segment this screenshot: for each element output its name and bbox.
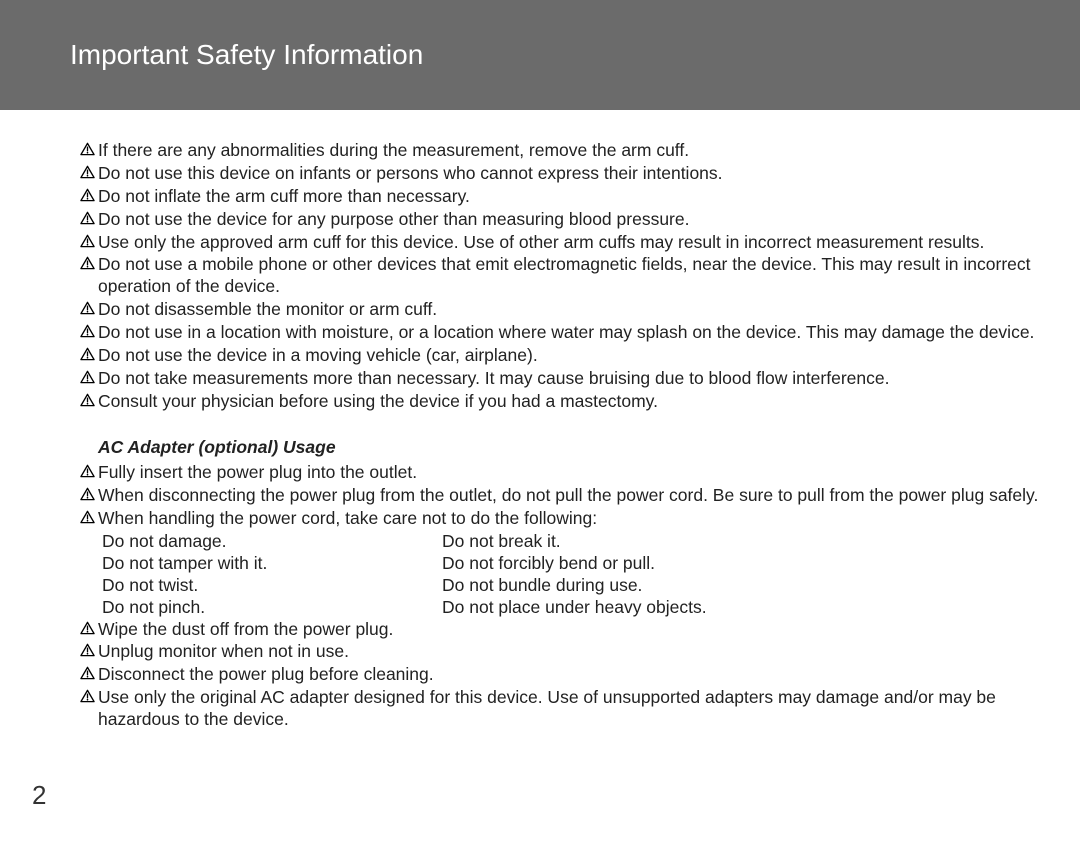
- warning-triangle-icon: [80, 370, 98, 384]
- warning-triangle-icon: [80, 510, 98, 524]
- warning-text: Do not disassemble the monitor or arm cu…: [98, 299, 1040, 321]
- warning-item: Do not disassemble the monitor or arm cu…: [80, 299, 1040, 321]
- warning-text: When disconnecting the power plug from t…: [98, 485, 1040, 507]
- warning-item: Do not use the device for any purpose ot…: [80, 209, 1040, 231]
- warning-triangle-icon: [80, 301, 98, 315]
- warning-triangle-icon: [80, 643, 98, 657]
- warning-item: Do not use in a location with moisture, …: [80, 322, 1040, 344]
- warning-triangle-icon: [80, 393, 98, 407]
- warning-triangle-icon: [80, 621, 98, 635]
- page: Important Safety Information If there ar…: [0, 0, 1080, 851]
- dont-cell-left: Do not damage.: [102, 531, 442, 553]
- warning-list-ac-post: Wipe the dust off from the power plug.Un…: [80, 619, 1040, 731]
- warning-item: Fully insert the power plug into the out…: [80, 462, 1040, 484]
- warning-text: Do not inflate the arm cuff more than ne…: [98, 186, 1040, 208]
- warning-text: When handling the power cord, take care …: [98, 508, 1040, 530]
- dont-table: Do not damage.Do not break it.Do not tam…: [102, 531, 1040, 619]
- warning-text: Wipe the dust off from the power plug.: [98, 619, 1040, 641]
- dont-row: Do not twist.Do not bundle during use.: [102, 575, 1040, 597]
- warning-triangle-icon: [80, 689, 98, 703]
- warning-triangle-icon: [80, 347, 98, 361]
- warning-list-main: If there are any abnormalities during th…: [80, 140, 1040, 413]
- warning-item: Use only the approved arm cuff for this …: [80, 232, 1040, 254]
- dont-cell-left: Do not twist.: [102, 575, 442, 597]
- warning-item: Use only the original AC adapter designe…: [80, 687, 1040, 731]
- warning-item: Consult your physician before using the …: [80, 391, 1040, 413]
- warning-text: Consult your physician before using the …: [98, 391, 1040, 413]
- warning-triangle-icon: [80, 666, 98, 680]
- header-bar: Important Safety Information: [0, 0, 1080, 110]
- warning-triangle-icon: [80, 487, 98, 501]
- warning-item: Do not use the device in a moving vehicl…: [80, 345, 1040, 367]
- warning-item: Wipe the dust off from the power plug.: [80, 619, 1040, 641]
- warning-text: Do not use a mobile phone or other devic…: [98, 254, 1040, 298]
- warning-item: Do not use a mobile phone or other devic…: [80, 254, 1040, 298]
- warning-item: Do not inflate the arm cuff more than ne…: [80, 186, 1040, 208]
- warning-triangle-icon: [80, 188, 98, 202]
- warning-item: Unplug monitor when not in use.: [80, 641, 1040, 663]
- warning-text: Do not use the device in a moving vehicl…: [98, 345, 1040, 367]
- page-title: Important Safety Information: [70, 39, 423, 71]
- warning-triangle-icon: [80, 211, 98, 225]
- warning-triangle-icon: [80, 234, 98, 248]
- warning-triangle-icon: [80, 142, 98, 156]
- warning-text: Do not use this device on infants or per…: [98, 163, 1040, 185]
- warning-text: Do not use the device for any purpose ot…: [98, 209, 1040, 231]
- warning-triangle-icon: [80, 464, 98, 478]
- dont-cell-right: Do not place under heavy objects.: [442, 597, 1040, 619]
- dont-cell-right: Do not break it.: [442, 531, 1040, 553]
- dont-cell-left: Do not tamper with it.: [102, 553, 442, 575]
- warning-item: Disconnect the power plug before cleanin…: [80, 664, 1040, 686]
- content-area: If there are any abnormalities during th…: [0, 110, 1080, 731]
- warning-triangle-icon: [80, 165, 98, 179]
- dont-row: Do not tamper with it.Do not forcibly be…: [102, 553, 1040, 575]
- warning-item-cord-intro: When handling the power cord, take care …: [80, 508, 1040, 530]
- warning-item: When disconnecting the power plug from t…: [80, 485, 1040, 507]
- ac-adapter-subheading: AC Adapter (optional) Usage: [98, 437, 1040, 459]
- warning-text: Do not take measurements more than neces…: [98, 368, 1040, 390]
- dont-cell-left: Do not pinch.: [102, 597, 442, 619]
- warning-text: Disconnect the power plug before cleanin…: [98, 664, 1040, 686]
- warning-item: Do not take measurements more than neces…: [80, 368, 1040, 390]
- warning-text: Do not use in a location with moisture, …: [98, 322, 1040, 344]
- dont-row: Do not damage.Do not break it.: [102, 531, 1040, 553]
- warning-text: If there are any abnormalities during th…: [98, 140, 1040, 162]
- warning-item: If there are any abnormalities during th…: [80, 140, 1040, 162]
- warning-item: Do not use this device on infants or per…: [80, 163, 1040, 185]
- warning-text: Unplug monitor when not in use.: [98, 641, 1040, 663]
- warning-list-ac-pre: Fully insert the power plug into the out…: [80, 462, 1040, 507]
- dont-cell-right: Do not bundle during use.: [442, 575, 1040, 597]
- warning-text: Use only the approved arm cuff for this …: [98, 232, 1040, 254]
- warning-triangle-icon: [80, 256, 98, 270]
- warning-text: Use only the original AC adapter designe…: [98, 687, 1040, 731]
- dont-row: Do not pinch.Do not place under heavy ob…: [102, 597, 1040, 619]
- warning-text: Fully insert the power plug into the out…: [98, 462, 1040, 484]
- warning-triangle-icon: [80, 324, 98, 338]
- dont-cell-right: Do not forcibly bend or pull.: [442, 553, 1040, 575]
- page-number: 2: [32, 780, 46, 811]
